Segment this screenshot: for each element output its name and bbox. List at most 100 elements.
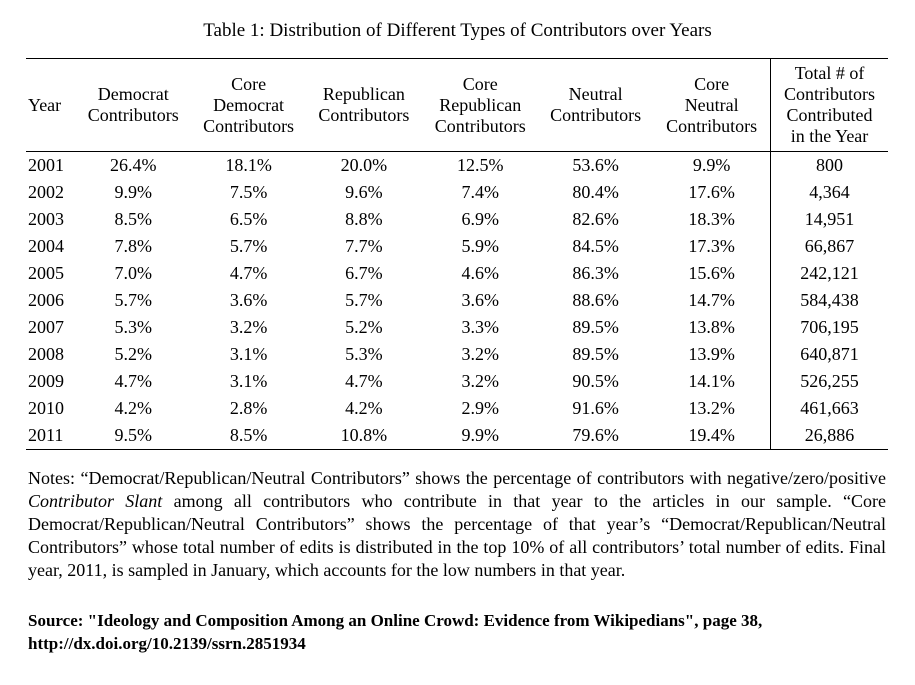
year-cell: 2005 — [28, 263, 64, 283]
percent-cell: 8.8% — [345, 209, 383, 229]
year-cell: 2010 — [28, 398, 64, 418]
year-cell: 2008 — [28, 344, 64, 364]
total-cell: 26,886 — [770, 422, 888, 450]
percent-cell: 7.8% — [114, 236, 152, 256]
percent-cell: 3.6% — [461, 290, 500, 310]
percent-cell: 17.3% — [688, 236, 735, 256]
percent-cell: 2.9% — [461, 398, 500, 418]
percent-cell: 84.5% — [572, 236, 619, 256]
table-row: 2007 5.3% 3.2% 5.2% 3.3% 89.5% 13.8% 706,195 — [26, 314, 888, 341]
table-header-row: Year Democrat Contributors Core Democrat… — [26, 58, 888, 152]
percent-cell: 9.9% — [422, 422, 538, 450]
percent-cell: 14.1% — [688, 371, 735, 391]
percent-cell: 91.6% — [572, 398, 619, 418]
year-cell: 2004 — [28, 236, 64, 256]
table-row: 2008 5.2% 3.1% 5.3% 3.2% 89.5% 13.9% 640,871 — [26, 341, 888, 368]
percent-cell: 5.3% — [114, 317, 152, 337]
percent-cell: 5.7% — [114, 290, 152, 310]
year-cell: 2001 — [28, 155, 64, 175]
percent-cell: 17.6% — [688, 182, 735, 202]
year-cell: 2002 — [28, 182, 64, 202]
total-cell: 242,121 — [770, 260, 888, 287]
percent-cell: 7.7% — [345, 236, 383, 256]
year-cell: 2007 — [28, 317, 64, 337]
percent-cell: 9.5% — [74, 422, 192, 450]
percent-cell: 13.2% — [688, 398, 735, 418]
percent-cell: 18.3% — [688, 209, 735, 229]
total-cell: 14,951 — [770, 206, 888, 233]
total-cell: 706,195 — [770, 314, 888, 341]
year-cell: 2011 — [26, 422, 75, 450]
table-body: 2001 26.4% 18.1% 20.0% 12.5% 53.6% 9.9% 800 2002… — [26, 151, 888, 450]
percent-cell: 53.6% — [572, 155, 619, 175]
total-cell: 640,871 — [770, 341, 888, 368]
percent-cell: 14.7% — [688, 290, 735, 310]
percent-cell: 12.5% — [457, 155, 504, 175]
percent-cell: 7.4% — [461, 182, 500, 202]
percent-cell: 8.5% — [114, 209, 152, 229]
percent-cell: 7.5% — [229, 182, 268, 202]
percent-cell: 5.9% — [461, 236, 500, 256]
percent-cell: 20.0% — [340, 155, 388, 175]
percent-cell: 4.7% — [229, 263, 268, 283]
percent-cell: 26.4% — [109, 155, 157, 175]
percent-cell: 4.2% — [114, 398, 152, 418]
header-core-neutral: Core Neutral Contributors — [653, 58, 771, 152]
total-cell: 461,663 — [770, 395, 888, 422]
percent-cell: 4.6% — [461, 263, 500, 283]
percent-cell: 7.0% — [114, 263, 152, 283]
percent-cell: 8.5% — [191, 422, 306, 450]
header-republican: Republican Contributors — [305, 58, 423, 152]
percent-cell: 4.7% — [345, 371, 383, 391]
source-citation: Source: "Ideology and Composition Among … — [28, 611, 763, 653]
percent-cell: 5.3% — [345, 344, 383, 364]
percent-cell: 5.2% — [114, 344, 152, 364]
percent-cell: 82.6% — [572, 209, 619, 229]
percent-cell: 2.8% — [229, 398, 268, 418]
header-total-contributors: Total # of Contributors Contributed in t… — [770, 58, 888, 152]
percent-cell: 6.5% — [229, 209, 268, 229]
percent-cell: 5.2% — [345, 317, 383, 337]
percent-cell: 5.7% — [229, 236, 268, 256]
total-cell: 526,255 — [770, 368, 888, 395]
year-cell: 2006 — [28, 290, 64, 310]
percent-cell: 19.4% — [653, 422, 771, 450]
percent-cell: 3.2% — [461, 344, 500, 364]
contributors-table: Year Democrat Contributors Core Democrat… — [26, 58, 888, 450]
percent-cell: 86.3% — [572, 263, 619, 283]
header-democrat: Democrat Contributors — [74, 58, 192, 152]
table-row: 2011 9.5% 8.5% 10.8% 9.9% 79.6% 19.4% 26,886 — [26, 422, 888, 450]
table-row: 2004 7.8% 5.7% 7.7% 5.9% 84.5% 17.3% 66,867 — [26, 233, 888, 260]
percent-cell: 5.7% — [345, 290, 383, 310]
percent-cell: 89.5% — [572, 344, 619, 364]
table-notes: Notes: “Democrat/Republican/Neutral Cont… — [28, 468, 886, 580]
percent-cell: 13.9% — [688, 344, 735, 364]
percent-cell: 89.5% — [572, 317, 619, 337]
percent-cell: 4.7% — [114, 371, 152, 391]
total-cell: 800 — [770, 151, 888, 179]
table-row: 2006 5.7% 3.6% 5.7% 3.6% 88.6% 14.7% 584,438 — [26, 287, 888, 314]
percent-cell: 9.9% — [114, 182, 152, 202]
percent-cell: 79.6% — [537, 422, 654, 450]
header-year: Year — [26, 58, 75, 152]
percent-cell: 3.2% — [461, 371, 500, 391]
percent-cell: 4.2% — [345, 398, 383, 418]
percent-cell: 88.6% — [572, 290, 619, 310]
percent-cell: 9.9% — [692, 155, 731, 175]
table-row: 2005 7.0% 4.7% 6.7% 4.6% 86.3% 15.6% 242,121 — [26, 260, 888, 287]
percent-cell: 10.8% — [305, 422, 423, 450]
percent-cell: 3.3% — [461, 317, 500, 337]
notes-italic-term: Contributor Slant — [28, 491, 163, 511]
total-cell: 4,364 — [770, 179, 888, 206]
percent-cell: 6.9% — [461, 209, 500, 229]
table-row: 2002 9.9% 7.5% 9.6% 7.4% 80.4% 17.6% 4,364 — [26, 179, 888, 206]
header-neutral: Neutral Contributors — [537, 58, 654, 152]
percent-cell: 3.1% — [229, 371, 268, 391]
total-cell: 584,438 — [770, 287, 888, 314]
table-row: 2003 8.5% 6.5% 8.8% 6.9% 82.6% 18.3% 14,951 — [26, 206, 888, 233]
table-row: 2010 4.2% 2.8% 4.2% 2.9% 91.6% 13.2% 461,663 — [26, 395, 888, 422]
percent-cell: 9.6% — [345, 182, 383, 202]
header-core-republican: Core Republican Contributors — [422, 58, 538, 152]
percent-cell: 90.5% — [572, 371, 619, 391]
percent-cell: 3.2% — [229, 317, 268, 337]
